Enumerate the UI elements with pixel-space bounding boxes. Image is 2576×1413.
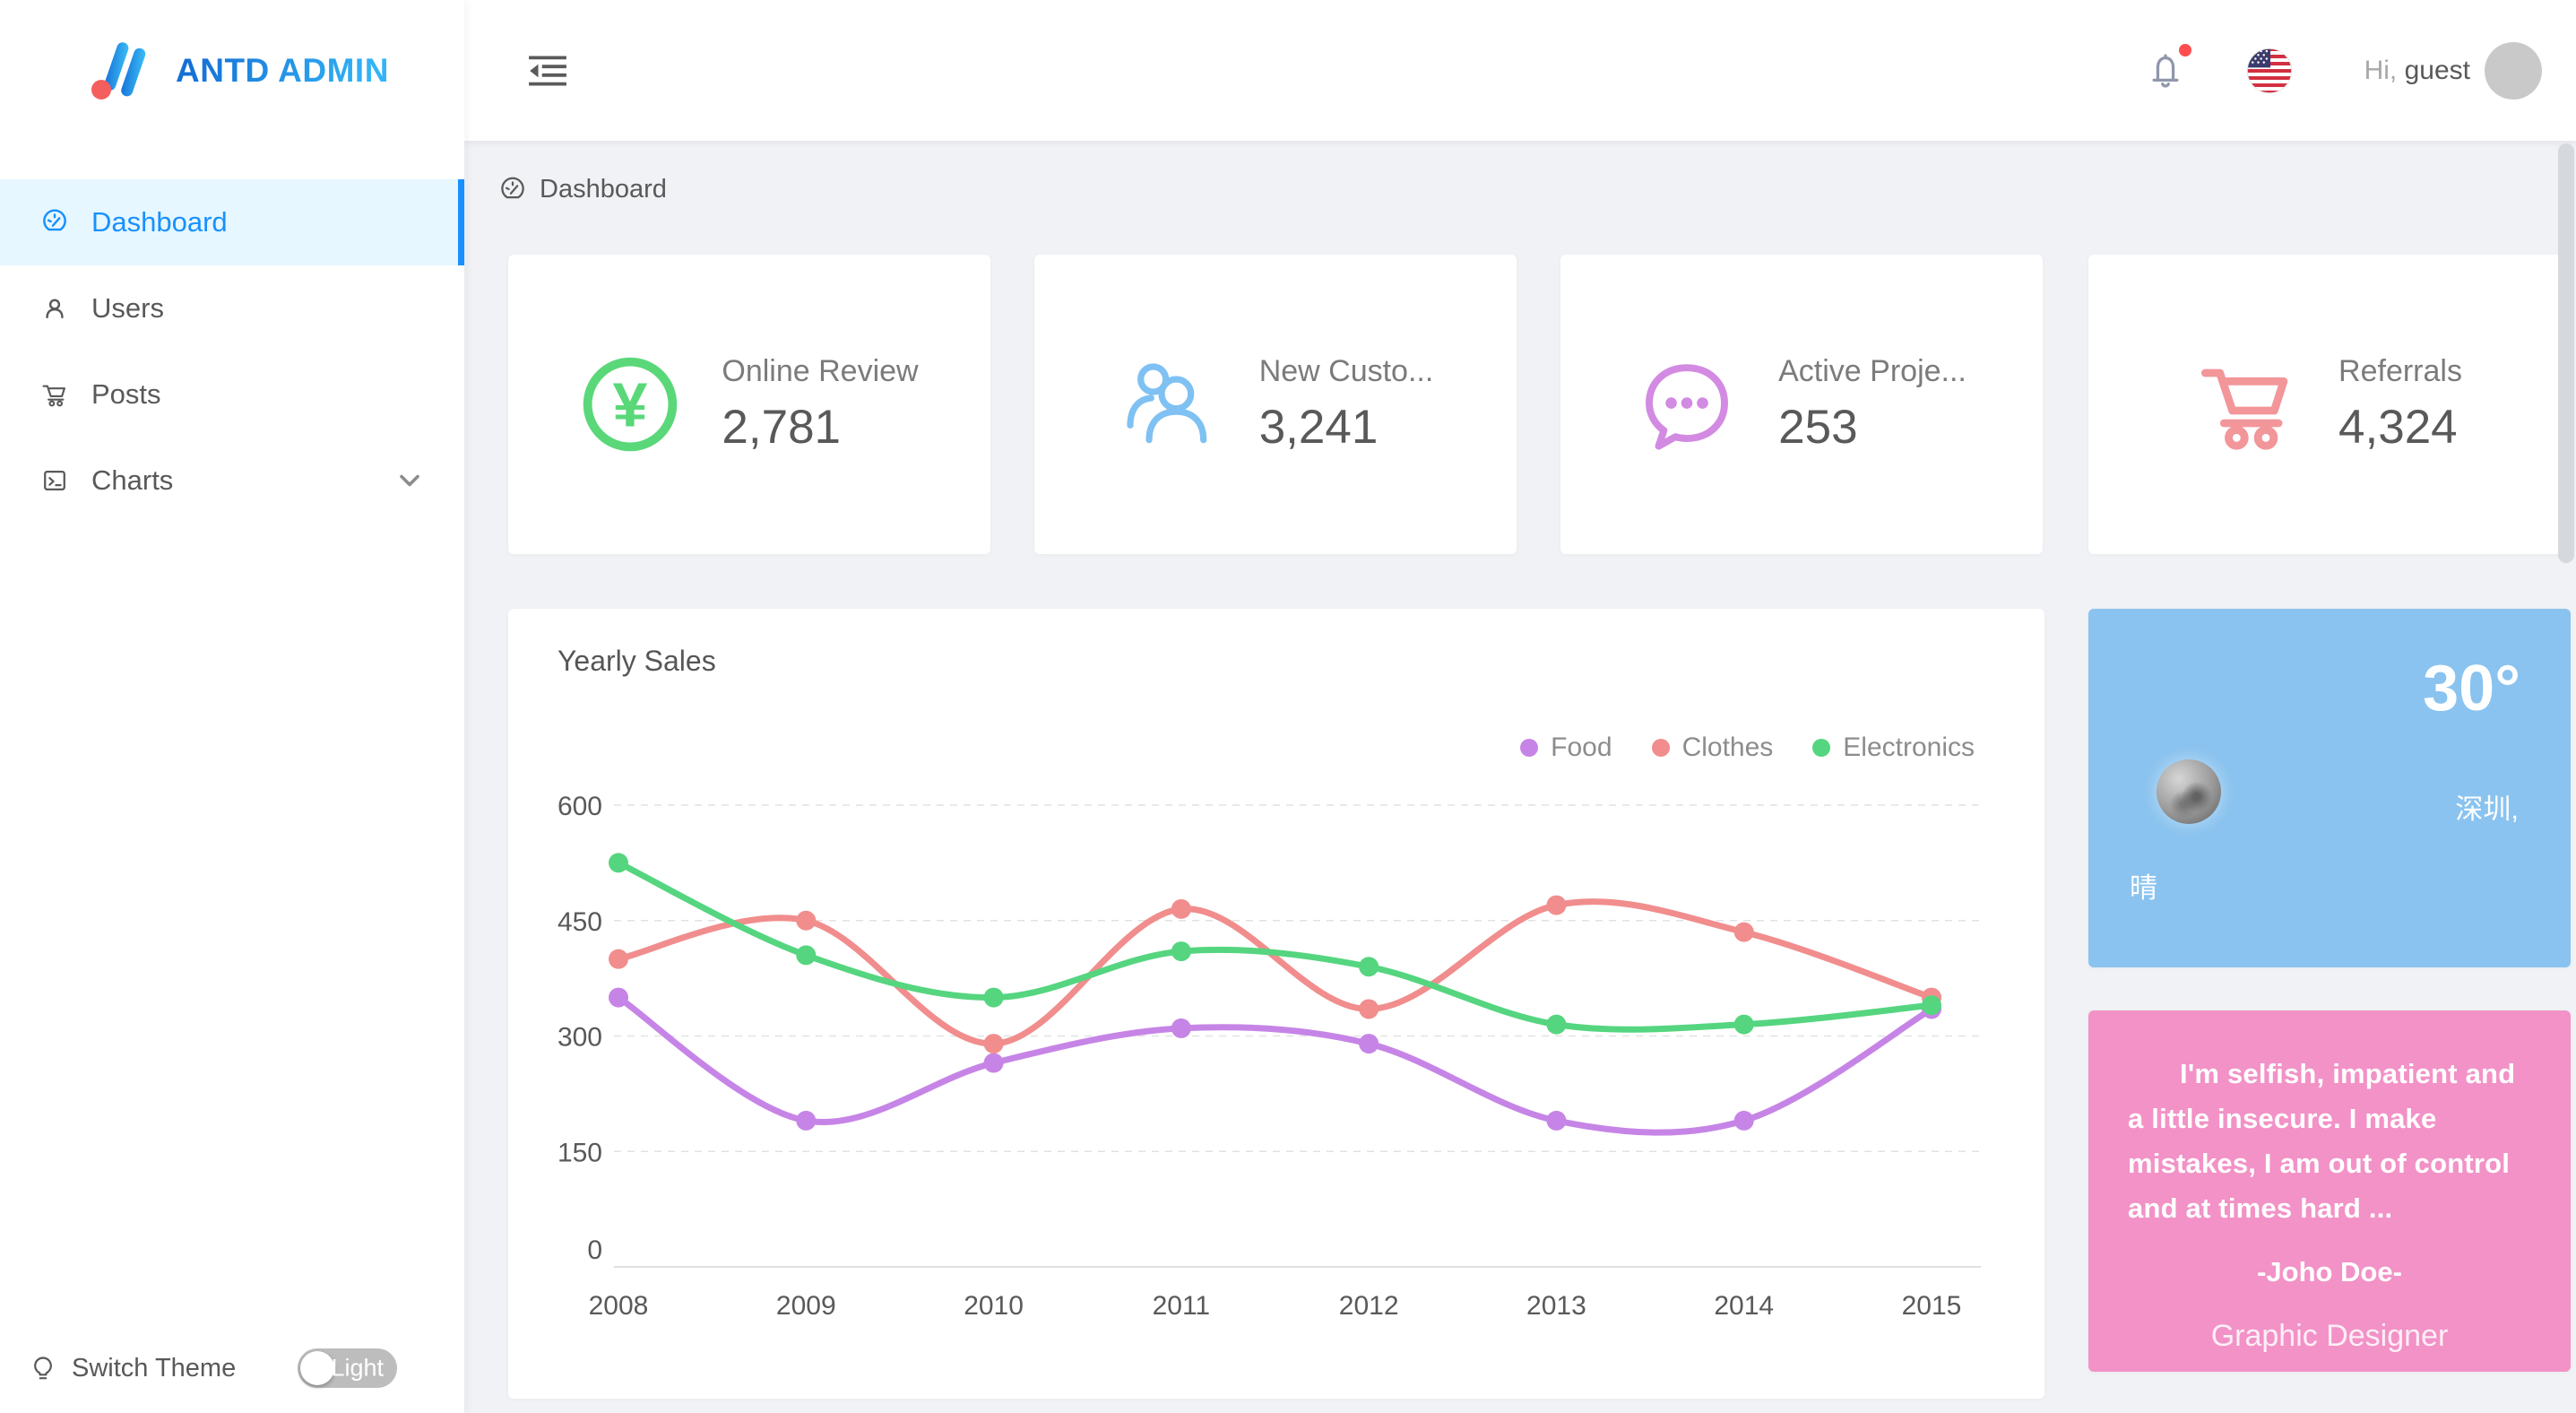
legend-item-electronics[interactable]: Electronics	[1812, 733, 1975, 763]
bell-icon	[2152, 53, 2179, 88]
chevron-down-icon	[396, 467, 423, 494]
svg-text:2008: 2008	[589, 1291, 649, 1321]
brand-logo-icon	[90, 39, 152, 102]
sidebar-item-label: Users	[91, 292, 164, 324]
breadcrumb-label: Dashboard	[540, 175, 667, 204]
stat-card-online-review: ¥ Online Review 2,781	[508, 255, 990, 554]
svg-text:150: 150	[558, 1138, 602, 1167]
weather-card: 30° 深圳, 晴	[2088, 609, 2571, 967]
svg-text:2015: 2015	[1902, 1291, 1962, 1321]
temperature: 30°	[2423, 653, 2520, 724]
chart-title: Yearly Sales	[558, 645, 716, 677]
brand[interactable]: ANTD ADMIN	[0, 0, 464, 141]
toggle-label: Light	[331, 1354, 384, 1382]
team-icon	[1118, 354, 1218, 455]
svg-text:¥: ¥	[613, 370, 648, 440]
breadcrumb[interactable]: Dashboard	[499, 175, 667, 204]
sidebar-item-label: Charts	[91, 464, 174, 496]
quote-card: I'm selfish, impatient and a little inse…	[2088, 1010, 2571, 1372]
us-flag-icon[interactable]	[2246, 48, 2293, 94]
header-controls: Hi, guest	[2146, 41, 2576, 100]
sidebar-item-label: Dashboard	[91, 206, 228, 238]
svg-text:2012: 2012	[1339, 1291, 1399, 1321]
avatar[interactable]	[2485, 41, 2542, 100]
yen-circle-icon: ¥	[580, 354, 680, 455]
stat-value: 253	[1778, 401, 1858, 454]
legend-label: Clothes	[1681, 733, 1774, 762]
notifications-button[interactable]	[2146, 43, 2191, 92]
sidebar: ANTD ADMIN Dashboard Users	[0, 0, 464, 1413]
theme-switcher: Switch Theme Light	[29, 1347, 436, 1390]
stat-title: Online Review	[722, 354, 919, 388]
legend-dot	[1520, 739, 1539, 757]
sidebar-menu: Dashboard Users Posts	[0, 179, 464, 524]
stat-title: New Custo...	[1258, 354, 1434, 388]
svg-text:300: 300	[558, 1023, 602, 1053]
stat-title: Active Proje...	[1778, 354, 1967, 388]
weather-city: 深圳,	[2455, 793, 2519, 825]
svg-text:2014: 2014	[1714, 1291, 1774, 1321]
stat-value: 2,781	[722, 401, 842, 454]
cart-icon	[42, 385, 65, 407]
quote-text: I'm selfish, impatient and a little inse…	[2128, 1058, 2516, 1224]
moon-image	[2157, 759, 2221, 824]
user-icon	[46, 299, 64, 319]
stat-title: Referrals	[2338, 354, 2462, 388]
greeting-prefix: Hi,	[2364, 55, 2398, 85]
svg-text:2010: 2010	[964, 1291, 1024, 1321]
main-content: Dashboard ¥ Online Review 2,781	[464, 141, 2576, 1413]
bulb-icon	[34, 1357, 52, 1380]
legend-label: Electronics	[1843, 733, 1975, 762]
message-icon	[1637, 354, 1737, 455]
legend-dot	[1651, 739, 1670, 757]
vertical-scrollbar[interactable]	[2558, 143, 2574, 563]
chart-legend: Food Clothes Electronics	[1520, 733, 1975, 763]
quote-author: -Joho Doe-	[2257, 1256, 2402, 1287]
svg-text:0: 0	[587, 1235, 602, 1265]
legend-item-clothes[interactable]: Clothes	[1651, 733, 1774, 763]
svg-text:2013: 2013	[1526, 1291, 1586, 1321]
sidebar-item-posts[interactable]: Posts	[0, 351, 464, 438]
theme-label: Switch Theme	[72, 1353, 237, 1383]
quote-role: Graphic Designer	[2210, 1319, 2449, 1353]
svg-text:2011: 2011	[1153, 1291, 1211, 1321]
menu-fold-icon[interactable]	[527, 52, 568, 90]
legend-label: Food	[1551, 733, 1612, 762]
stat-card-active-projects: Active Proje... 253	[1560, 255, 2043, 554]
svg-text:2009: 2009	[776, 1291, 836, 1321]
stat-card-new-customers: New Custo... 3,241	[1034, 255, 1517, 554]
notification-badge	[2178, 43, 2191, 56]
dashboard-icon	[501, 177, 524, 198]
stat-card-referrals: Referrals 4,324	[2088, 255, 2571, 554]
dashboard-icon	[43, 209, 66, 231]
code-icon	[44, 471, 65, 490]
sidebar-item-users[interactable]: Users	[0, 265, 464, 351]
stat-value: 4,324	[2338, 401, 2458, 454]
brand-name: ANTD ADMIN	[176, 51, 389, 89]
svg-text:600: 600	[558, 792, 602, 821]
sidebar-item-dashboard[interactable]: Dashboard	[0, 179, 464, 265]
stat-value: 3,241	[1258, 401, 1379, 454]
greeting: Hi, guest	[2364, 56, 2470, 86]
svg-text:450: 450	[558, 907, 602, 937]
weather-condition: 晴	[2130, 872, 2157, 904]
yearly-sales-card: Yearly Sales Food Clothes Electronics 0 150…	[508, 609, 2044, 1399]
cart-icon	[2197, 354, 2297, 455]
username: guest	[2404, 55, 2470, 85]
legend-dot	[1812, 739, 1831, 757]
toggle-knob	[300, 1351, 334, 1385]
sidebar-item-charts[interactable]: Charts	[0, 438, 464, 524]
legend-item-food[interactable]: Food	[1520, 733, 1612, 763]
yearly-sales-chart: 0 150 300 450 600 2008 2009 2010 2011 2012 2013 201…	[558, 792, 1981, 1321]
theme-toggle[interactable]: Light	[298, 1348, 397, 1388]
sidebar-item-label: Posts	[91, 378, 161, 410]
header: Hi, guest	[464, 0, 2576, 141]
